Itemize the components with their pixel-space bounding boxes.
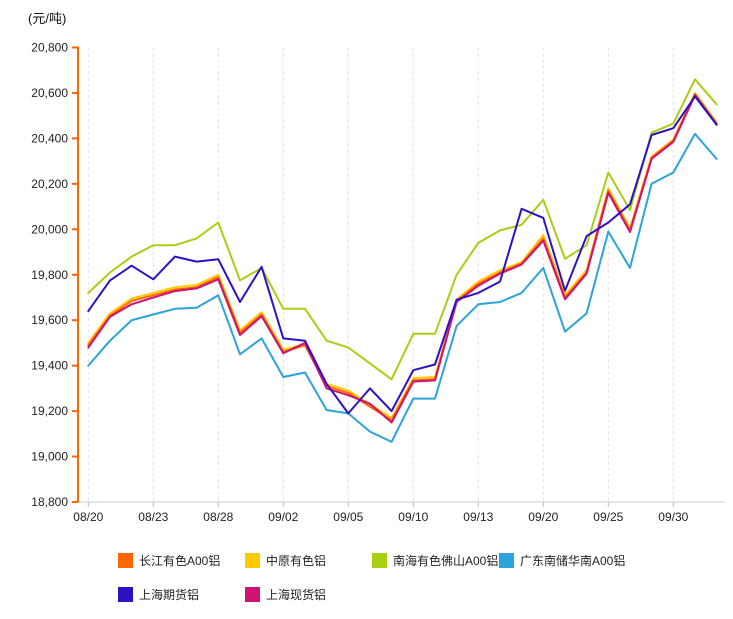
legend-item-shanghai-futures[interactable]: 上海期货铝 bbox=[118, 586, 245, 603]
y-tick-label: 19,200 bbox=[31, 404, 68, 418]
x-tick-label: 09/05 bbox=[333, 510, 363, 524]
y-tick-label: 19,600 bbox=[31, 313, 68, 327]
y-tick-label: 20,200 bbox=[31, 177, 68, 191]
legend-swatch bbox=[245, 587, 260, 602]
series-line-zhongyuan bbox=[87, 92, 718, 419]
y-tick-label: 18,800 bbox=[31, 495, 68, 509]
y-tick-label: 19,000 bbox=[31, 450, 68, 464]
y-tick-label: 19,800 bbox=[31, 268, 68, 282]
legend-item-guangdong-nanchu-a00[interactable]: 广东南储华南A00铝 bbox=[499, 552, 634, 569]
x-tick-label: 08/20 bbox=[73, 510, 103, 524]
y-tick-label: 20,400 bbox=[31, 131, 68, 145]
legend-label: 南海有色佛山A00铝 bbox=[393, 554, 499, 568]
legend-label: 广东南储华南A00铝 bbox=[520, 554, 626, 568]
x-tick-label: 09/13 bbox=[463, 510, 493, 524]
y-tick-label: 19,400 bbox=[31, 359, 68, 373]
legend-label: 中原有色铝 bbox=[266, 554, 327, 568]
legend-label: 上海期货铝 bbox=[139, 588, 200, 602]
y-tick-label: 20,000 bbox=[31, 222, 68, 236]
legend-item-zhongyuan[interactable]: 中原有色铝 bbox=[245, 552, 372, 569]
legend-swatch bbox=[245, 553, 260, 568]
chart-canvas: 08/20 08/23 08/28 09/02 09/05 09/10 09/13 09/20… bbox=[31, 41, 725, 524]
series-line-nanhai-foshan-a00 bbox=[87, 78, 718, 381]
series-line-shanghai-spot bbox=[87, 94, 718, 424]
x-tick-label: 08/28 bbox=[203, 510, 233, 524]
legend-swatch bbox=[499, 553, 514, 568]
series-line-guangdong-nanchu-a00 bbox=[87, 132, 718, 443]
series-line-changjiang-a00 bbox=[87, 93, 718, 422]
legend-label: 长江有色A00铝 bbox=[139, 554, 221, 568]
series-line-shanghai-futures bbox=[87, 95, 718, 415]
y-tick-label: 20,600 bbox=[31, 86, 68, 100]
x-tick-label: 09/20 bbox=[528, 510, 558, 524]
legend-label: 上海现货铝 bbox=[266, 588, 327, 602]
x-tick-label: 08/23 bbox=[138, 510, 168, 524]
x-tick-label: 09/10 bbox=[398, 510, 428, 524]
legend-swatch bbox=[372, 553, 387, 568]
y-tick-label: 20,800 bbox=[31, 41, 68, 55]
y-axis-unit-label: (元/吨) bbox=[28, 11, 67, 26]
legend-swatch bbox=[118, 587, 133, 602]
x-tick-label: 09/30 bbox=[658, 510, 688, 524]
legend-item-changjiang-a00[interactable]: 长江有色A00铝 bbox=[118, 552, 245, 569]
legend-swatch bbox=[118, 553, 133, 568]
chart-legend: 长江有色A00铝 中原有色铝 南海有色佛山A00铝 广东南储华南A00铝 上海期… bbox=[118, 552, 634, 603]
x-tick-label: 09/02 bbox=[268, 510, 298, 524]
x-tick-label: 09/25 bbox=[593, 510, 623, 524]
legend-item-nanhai-foshan-a00[interactable]: 南海有色佛山A00铝 bbox=[372, 552, 499, 569]
legend-item-shanghai-spot[interactable]: 上海现货铝 bbox=[245, 586, 372, 603]
